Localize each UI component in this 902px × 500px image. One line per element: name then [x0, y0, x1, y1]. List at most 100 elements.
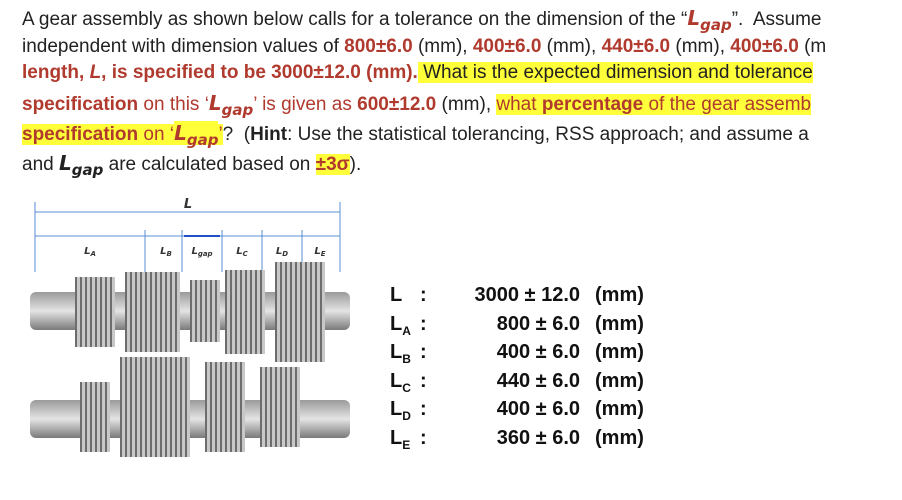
- text: and: [22, 154, 59, 175]
- symbol-main: L: [390, 398, 403, 420]
- separator: :: [420, 398, 427, 420]
- text: length,: [22, 62, 90, 83]
- symbol: Lgap: [687, 6, 732, 33]
- dim-label: L: [184, 197, 192, 212]
- highlight-text: ’: [218, 124, 223, 145]
- symbol-sub: A: [402, 323, 411, 338]
- text: ? (: [222, 124, 251, 145]
- symbol-sub: B: [402, 352, 411, 366]
- text-line: and Lgap are calculated based on ±3σ).: [22, 148, 902, 178]
- symbol: Lgap: [174, 121, 219, 148]
- unit: (mm): [595, 369, 644, 392]
- label-main: L: [160, 246, 166, 257]
- symbol-main: L: [58, 151, 72, 175]
- label-main: L: [236, 246, 242, 257]
- spec-row: LE: 360 ± 6.0 (mm): [390, 427, 660, 456]
- symbol-sub: gap: [221, 101, 254, 118]
- separator: :: [420, 341, 427, 363]
- spec-row: LB: 400 ± 6.0 (mm): [390, 341, 660, 370]
- value: 440 ± 6.0: [496, 369, 580, 392]
- text: are calculated based on: [103, 154, 316, 175]
- highlight-text: on ‘: [138, 124, 175, 145]
- label-sub: B: [167, 250, 172, 258]
- symbol-main: L: [390, 369, 403, 392]
- symbol-main: L: [390, 341, 403, 363]
- value: 400 ± 6.0: [496, 341, 580, 363]
- dim-label: Lgap: [191, 246, 212, 258]
- dim-label: LB: [160, 246, 172, 258]
- label-sub: D: [282, 250, 288, 258]
- dim-label: LE: [314, 246, 325, 258]
- dim-label: LD: [276, 246, 288, 258]
- text: (mm),: [670, 36, 731, 57]
- text-line: specification on this ‘Lgap’ is given as…: [22, 88, 902, 118]
- unit: (mm): [595, 426, 644, 449]
- value: 440±6.0: [601, 36, 671, 57]
- symbol: LB: [390, 341, 411, 366]
- text: ’ is given as: [253, 94, 358, 115]
- value: 400 ± 6.0: [496, 398, 580, 420]
- value: 400±6.0: [472, 36, 542, 57]
- symbol-sub: gap: [71, 161, 104, 178]
- dim-label: LC: [236, 246, 248, 258]
- symbol-main: L: [208, 91, 222, 115]
- symbol: L: [390, 284, 403, 306]
- label-sub: E: [321, 250, 326, 258]
- symbol: Lgap: [208, 91, 254, 118]
- separator: :: [420, 312, 427, 335]
- text: ”. Assume: [731, 9, 822, 30]
- symbol-sub: gap: [186, 131, 219, 148]
- value: 3000 ± 12.0: [474, 284, 580, 306]
- symbol: LA: [390, 313, 411, 338]
- symbol-sub: C: [402, 380, 411, 395]
- spec-row: LD: 400 ± 6.0 (mm): [390, 398, 660, 427]
- symbol: LC: [390, 370, 411, 395]
- symbol: Lgap: [58, 151, 104, 178]
- symbol: L: [89, 62, 102, 83]
- text: (mm),: [436, 94, 497, 115]
- spec-row: LA: 800 ± 6.0 (mm): [390, 313, 660, 342]
- separator: :: [420, 369, 427, 392]
- text-line: specification on ‘Lgap’? (Hint: Use the …: [22, 118, 902, 148]
- value: 360 ± 6.0: [496, 426, 580, 449]
- gears: [30, 262, 350, 457]
- highlight-text: ±3σ: [315, 154, 350, 175]
- value: 600±12.0: [357, 94, 437, 115]
- highlight-text: percentage: [541, 94, 644, 115]
- text: : Use the statistical tolerancing, RSS a…: [287, 124, 809, 145]
- text-line: length, L, is specified to be 3000±12.0 …: [22, 58, 902, 88]
- dim-label: LA: [84, 246, 96, 258]
- spec-table: L:3000 ± 12.0 (mm) LA:800 ± 6.0 (mm) LB:40…: [390, 284, 660, 455]
- symbol: LD: [390, 398, 411, 423]
- symbol-main: L: [174, 121, 187, 145]
- value: 800 ± 6.0: [496, 312, 580, 335]
- text: , is specified to be 3000±12.0 (mm).: [101, 62, 418, 83]
- text: (m: [798, 36, 827, 57]
- text-line: independent with dimension values of 800…: [22, 32, 902, 62]
- spec-row: L: 3000 ± 12.0 (mm): [390, 284, 660, 313]
- value: 800±6.0: [344, 36, 413, 57]
- label-main: L: [84, 246, 90, 257]
- highlight-text: What is the expected dimension and toler…: [417, 62, 813, 83]
- label-sub: A: [89, 250, 95, 258]
- text: ).: [349, 154, 362, 175]
- symbol-main: L: [390, 426, 403, 449]
- spec-row: LC: 440 ± 6.0 (mm): [390, 370, 660, 399]
- text: (mm),: [412, 36, 473, 57]
- symbol-sub: gap: [700, 16, 732, 33]
- symbol-sub: D: [402, 409, 411, 423]
- highlight-text: what: [496, 94, 542, 115]
- text: A gear assembly as shown below calls for…: [22, 9, 688, 30]
- separator: :: [420, 426, 427, 449]
- unit: (mm): [595, 341, 644, 363]
- text: independent with dimension values of: [22, 36, 345, 57]
- symbol-main: L: [390, 312, 403, 335]
- separator: :: [420, 284, 427, 306]
- unit: (mm): [595, 398, 644, 420]
- symbol: LE: [390, 427, 410, 452]
- unit: (mm): [595, 284, 644, 306]
- text: Hint: [250, 124, 288, 145]
- value: 400±6.0: [730, 36, 799, 57]
- label-sub: C: [243, 250, 249, 258]
